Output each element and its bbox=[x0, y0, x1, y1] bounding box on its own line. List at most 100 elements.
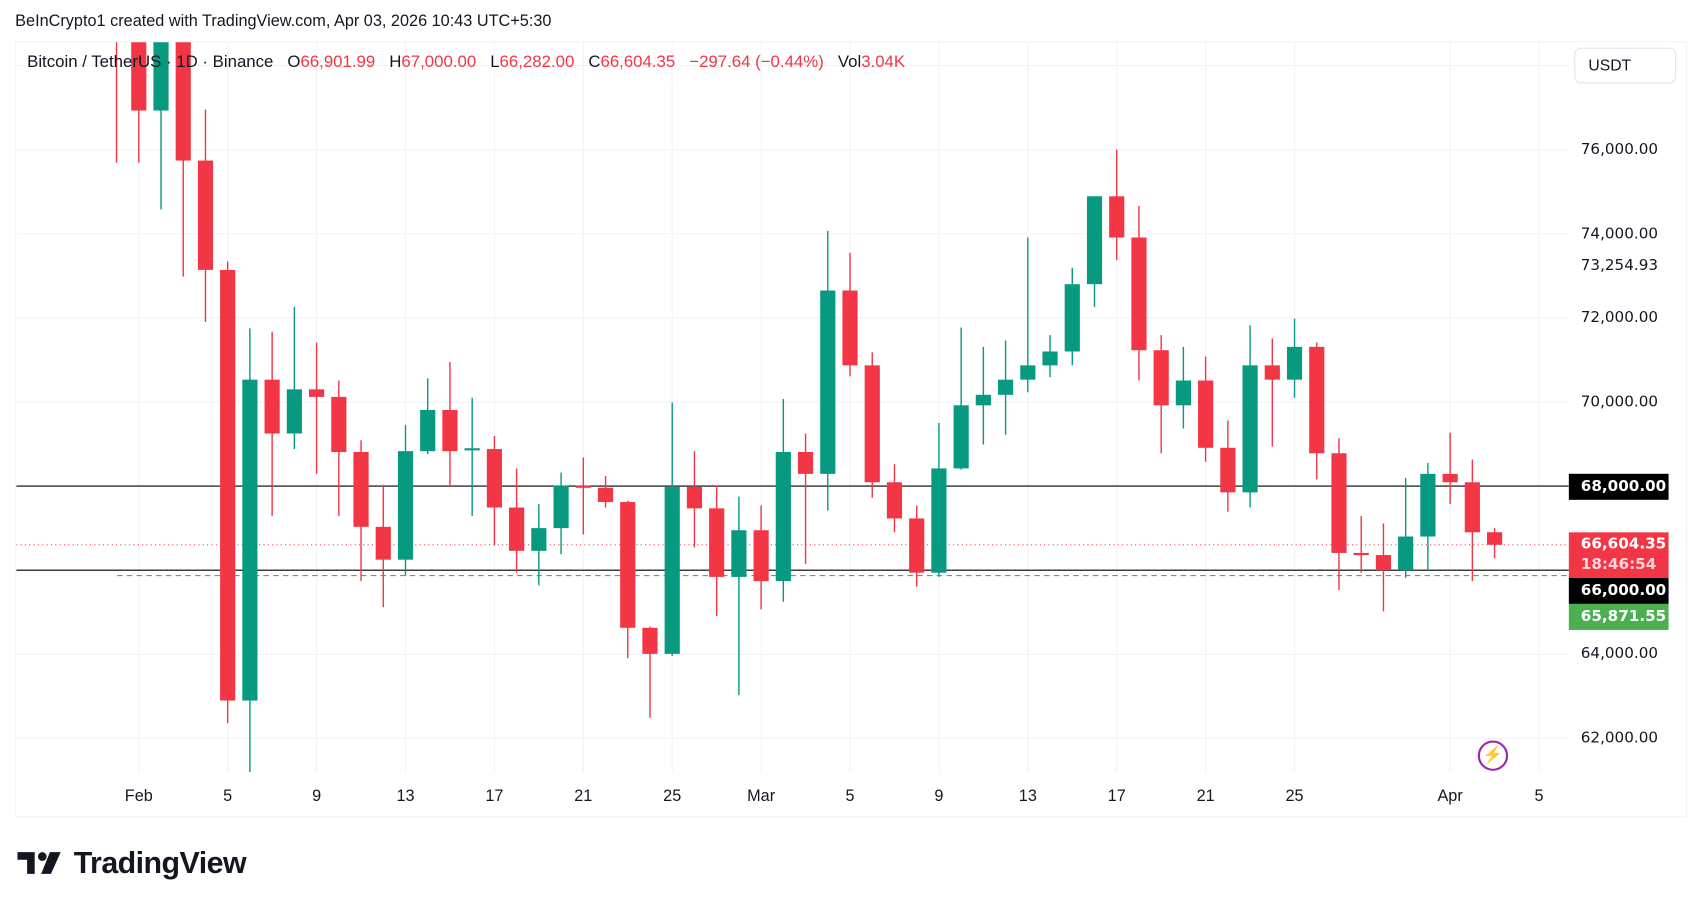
price-tick-label: 76,000.00 bbox=[1580, 140, 1659, 159]
price-tick-label: 64,000.00 bbox=[1580, 645, 1659, 663]
candle bbox=[286, 306, 302, 450]
candle-body bbox=[620, 502, 636, 628]
candle bbox=[775, 399, 791, 602]
bar-countdown: 18:46:54 bbox=[1580, 556, 1657, 574]
candle bbox=[731, 496, 747, 696]
candle bbox=[1309, 342, 1325, 480]
candle-body bbox=[1331, 453, 1347, 553]
currency-button[interactable]: USDT bbox=[1574, 47, 1677, 84]
candle-body bbox=[1198, 380, 1214, 448]
candle bbox=[931, 422, 947, 577]
candle-body bbox=[331, 396, 347, 453]
candle-body bbox=[686, 486, 703, 509]
candle-body bbox=[953, 405, 969, 469]
level-tag-68000: 68,000.00 bbox=[1568, 473, 1669, 500]
time-tick-label: Feb bbox=[124, 787, 153, 806]
close-value: 66,604.35 bbox=[600, 53, 676, 72]
candle-body bbox=[242, 379, 258, 701]
candle-body bbox=[931, 468, 947, 573]
candle-body bbox=[864, 365, 880, 483]
candle bbox=[1464, 459, 1480, 582]
last-price-tag: 66,604.35 18:46:54 bbox=[1568, 532, 1669, 578]
candle-body bbox=[1286, 346, 1303, 380]
candle-body bbox=[1353, 552, 1369, 556]
volume-value: 3.04K bbox=[861, 53, 906, 72]
price-tick-label: 74,000.00 bbox=[1580, 225, 1659, 243]
open-label: O bbox=[287, 53, 301, 72]
candle bbox=[1286, 318, 1303, 398]
candle bbox=[1242, 325, 1258, 508]
close-label: C bbox=[588, 53, 601, 72]
candle-body bbox=[153, 42, 169, 111]
candle-body bbox=[509, 507, 525, 551]
candle-body bbox=[842, 290, 858, 366]
candle bbox=[509, 468, 525, 573]
candle-body bbox=[420, 409, 436, 452]
candle-body bbox=[998, 379, 1014, 395]
candle-body bbox=[486, 449, 502, 508]
candle-body bbox=[1131, 237, 1147, 351]
candle-body bbox=[1242, 365, 1258, 493]
candle bbox=[1020, 237, 1036, 393]
candle-body bbox=[1420, 473, 1436, 537]
candle bbox=[353, 440, 369, 582]
candle bbox=[642, 626, 658, 718]
candle-body bbox=[1109, 196, 1125, 238]
candle bbox=[886, 464, 903, 533]
candle-body bbox=[397, 451, 414, 560]
candle-body bbox=[1309, 346, 1325, 454]
high-value: 67,000.00 bbox=[401, 53, 477, 72]
candle bbox=[686, 451, 703, 548]
candle bbox=[1442, 432, 1458, 505]
candle bbox=[575, 457, 591, 535]
candle bbox=[953, 327, 969, 470]
candle bbox=[909, 505, 925, 587]
time-tick-label: 5 bbox=[1534, 787, 1544, 806]
symbol-title[interactable]: Bitcoin / TetherUS · 1D · Binance bbox=[27, 53, 274, 72]
change-value: −297.64 (−0.44%) bbox=[689, 53, 824, 72]
time-tick-label: 17 bbox=[1107, 787, 1126, 806]
candle bbox=[375, 484, 391, 608]
candle-body bbox=[753, 530, 769, 582]
candle-body bbox=[1086, 196, 1103, 285]
time-tick-label: 9 bbox=[934, 787, 944, 806]
candle bbox=[597, 475, 614, 508]
candle-body bbox=[1153, 350, 1169, 406]
lightning-alert-icon[interactable]: ⚡ bbox=[1477, 740, 1509, 771]
candle bbox=[131, 42, 147, 163]
candle bbox=[175, 42, 191, 277]
price-tick-label: 62,000.00 bbox=[1580, 729, 1659, 748]
candle bbox=[709, 485, 725, 617]
candle bbox=[842, 252, 858, 377]
candle-body bbox=[220, 269, 236, 701]
candle-body bbox=[197, 160, 214, 270]
candle-body bbox=[886, 482, 903, 519]
time-tick-label: 9 bbox=[312, 787, 322, 806]
candle bbox=[975, 346, 991, 445]
candle bbox=[864, 352, 880, 498]
candle-body bbox=[375, 526, 391, 560]
candle-body bbox=[642, 627, 658, 654]
high-label: H bbox=[389, 53, 402, 72]
symbol-legend: Bitcoin / TetherUS · 1D · Binance O66,90… bbox=[27, 53, 905, 73]
candle bbox=[1398, 478, 1414, 578]
low-value: 66,282.00 bbox=[499, 53, 575, 72]
time-tick-label: 5 bbox=[845, 787, 855, 806]
candle-body bbox=[353, 452, 369, 527]
candle bbox=[331, 380, 347, 516]
candle bbox=[1264, 338, 1280, 447]
tradingview-logo[interactable]: TradingView bbox=[17, 846, 247, 881]
time-tick-label: 13 bbox=[396, 787, 415, 806]
credit-line: BeInCrypto1 created with TradingView.com… bbox=[15, 11, 552, 31]
candle-body bbox=[1375, 555, 1392, 571]
candle bbox=[998, 340, 1014, 435]
candle bbox=[1486, 528, 1503, 559]
time-tick-label: Mar bbox=[747, 787, 776, 806]
candle bbox=[620, 500, 636, 659]
time-tick-label: 21 bbox=[574, 787, 593, 806]
candle bbox=[308, 342, 325, 474]
tradingview-logo-icon bbox=[17, 852, 61, 874]
candle-body bbox=[464, 448, 480, 451]
